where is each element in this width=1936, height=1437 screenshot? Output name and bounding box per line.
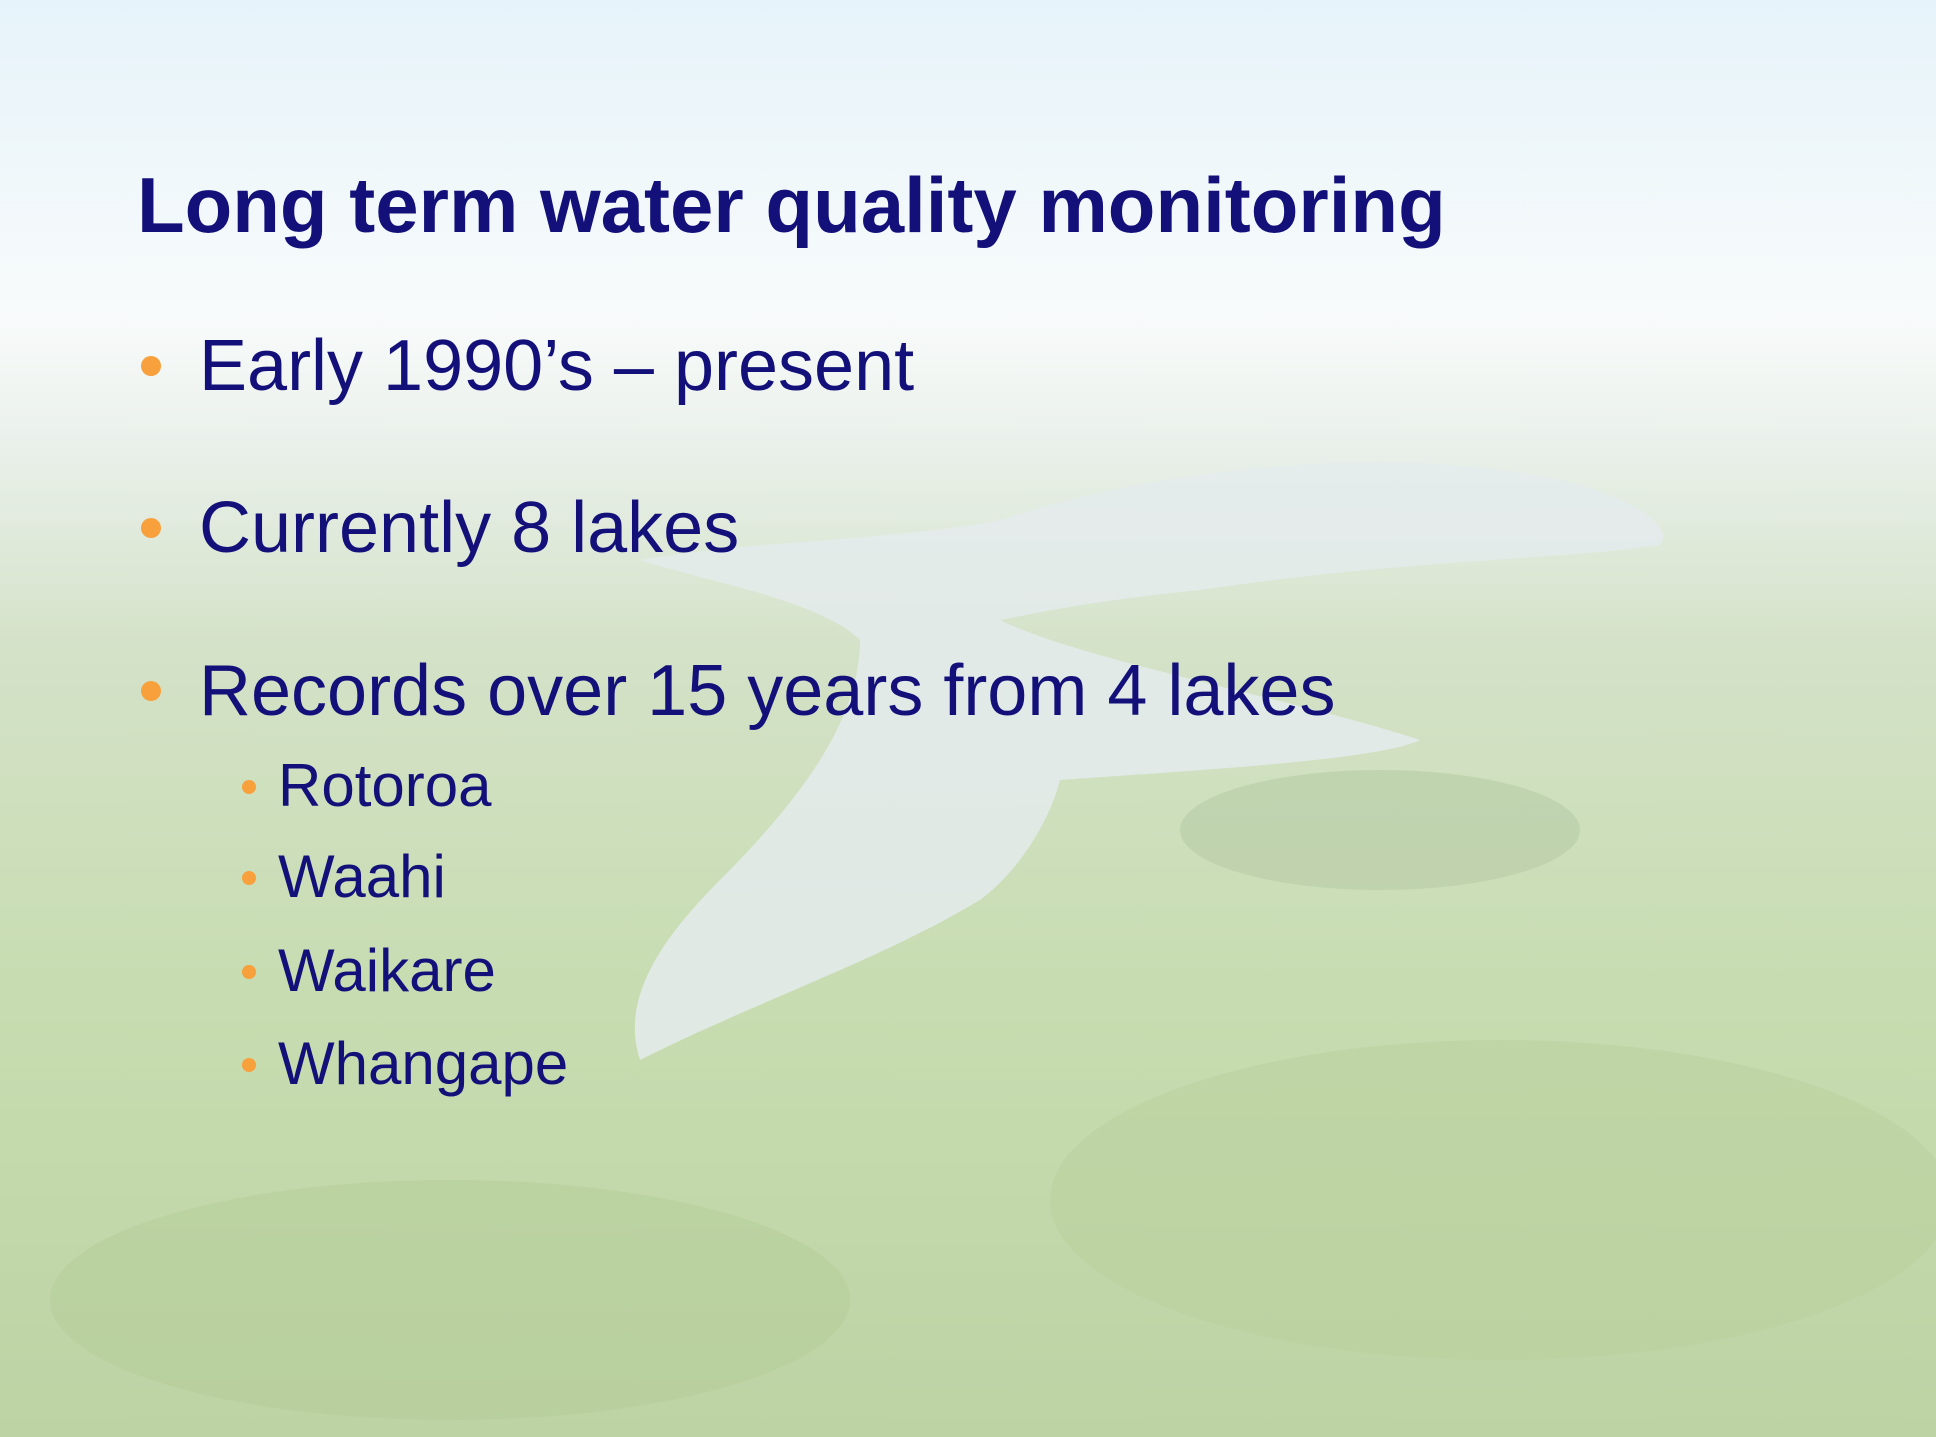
sub-bullet-dot — [242, 965, 256, 979]
bullet-text: Records over 15 years from 4 lakes — [199, 651, 1336, 731]
sub-bullet-text: Waikare — [278, 937, 496, 1004]
sub-bullet-text: Whangape — [278, 1030, 569, 1097]
sub-bullet-dot — [242, 871, 256, 885]
bullet-dot — [141, 681, 161, 701]
sub-bullet-dot — [242, 780, 256, 794]
sub-bullet-dot — [242, 1058, 256, 1072]
bullet-text: Currently 8 lakes — [199, 488, 740, 568]
sub-bullet-text: Waahi — [278, 843, 446, 910]
bullet-text: Early 1990’s – present — [199, 326, 915, 406]
sub-bullet-text: Rotoroa — [278, 752, 492, 819]
bullet-dot — [141, 356, 161, 376]
bullet-dot — [141, 518, 161, 538]
slide-title: Long term water quality monitoring — [137, 161, 1446, 249]
